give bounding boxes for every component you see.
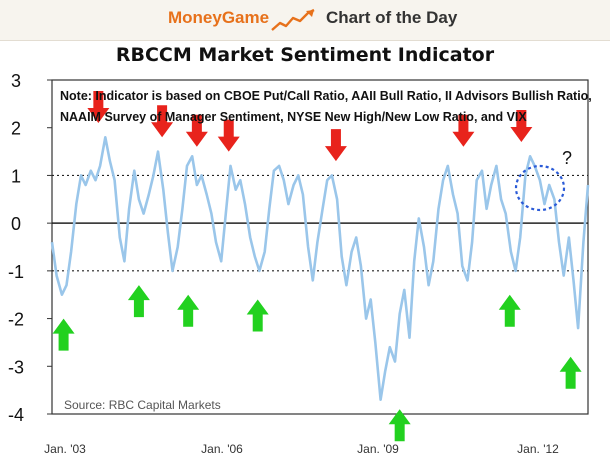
notes-group: Note: Indicator is based on CBOE Put/Cal… (60, 89, 592, 412)
down-arrow-marker (185, 114, 208, 147)
y-tick-label: 1 (11, 166, 21, 186)
y-tick-label: -3 (8, 357, 24, 377)
down-arrow-marker (452, 114, 475, 147)
plot-border (51, 79, 589, 415)
x-tick-label: Jan. '09 (357, 442, 399, 456)
down-arrow-marker (217, 119, 240, 152)
series-group (50, 136, 590, 402)
up-arrow-marker (246, 299, 269, 332)
y-tick-label: 3 (11, 71, 21, 91)
up-arrow-marker (52, 318, 75, 351)
header-bar: MoneyGame Chart of the Day (0, 0, 610, 41)
down-arrow-marker (510, 110, 533, 143)
source-text: Source: RBC Capital Markets (64, 398, 221, 412)
down-arrow-marker (151, 105, 174, 138)
y-tick-label: 0 (11, 214, 21, 234)
down-arrow-marker (87, 90, 110, 123)
marker-group: ? (52, 90, 582, 442)
up-arrow-marker (559, 356, 582, 389)
y-tick-label: 2 (11, 119, 21, 139)
dotted-circle-annotation (514, 164, 566, 212)
x-tick-label: Jan. '03 (44, 442, 86, 456)
chart-title: RBCCM Market Sentiment Indicator (115, 44, 495, 66)
y-axis-ticks: 3 2 1 0 -1 -2 -3 -4 (8, 71, 52, 425)
up-arrow-marker (127, 285, 150, 318)
section-title: Chart of the Day (326, 8, 458, 27)
sentiment-line (50, 136, 590, 402)
up-arrow-marker (177, 294, 200, 327)
y-tick-label: -2 (8, 310, 24, 330)
y-tick-label: -1 (8, 262, 24, 282)
x-tick-label: Jan. '06 (201, 442, 243, 456)
brand-name[interactable]: MoneyGame (168, 8, 270, 27)
note-text: Note: Indicator is based on CBOE Put/Cal… (60, 89, 592, 124)
up-arrow-marker (498, 294, 521, 327)
rising-chart-icon (271, 8, 315, 31)
y-tick-label: -4 (8, 405, 24, 425)
question-mark: ? (562, 148, 572, 168)
x-axis-ticks: Jan. '03 Jan. '06 Jan. '09 Jan. '12 (44, 442, 559, 456)
up-arrow-marker (388, 409, 411, 442)
x-tick-label: Jan. '12 (517, 442, 559, 456)
down-arrow-marker (324, 129, 347, 162)
